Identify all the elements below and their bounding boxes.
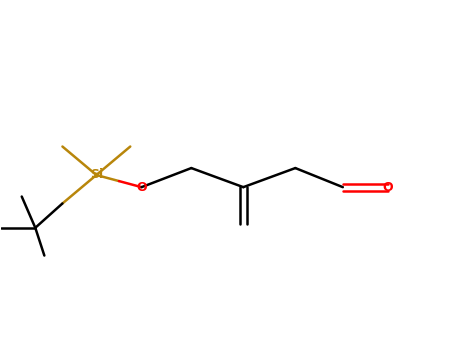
Text: O: O <box>383 181 394 194</box>
Text: O: O <box>136 181 147 194</box>
Text: Si: Si <box>90 168 103 182</box>
